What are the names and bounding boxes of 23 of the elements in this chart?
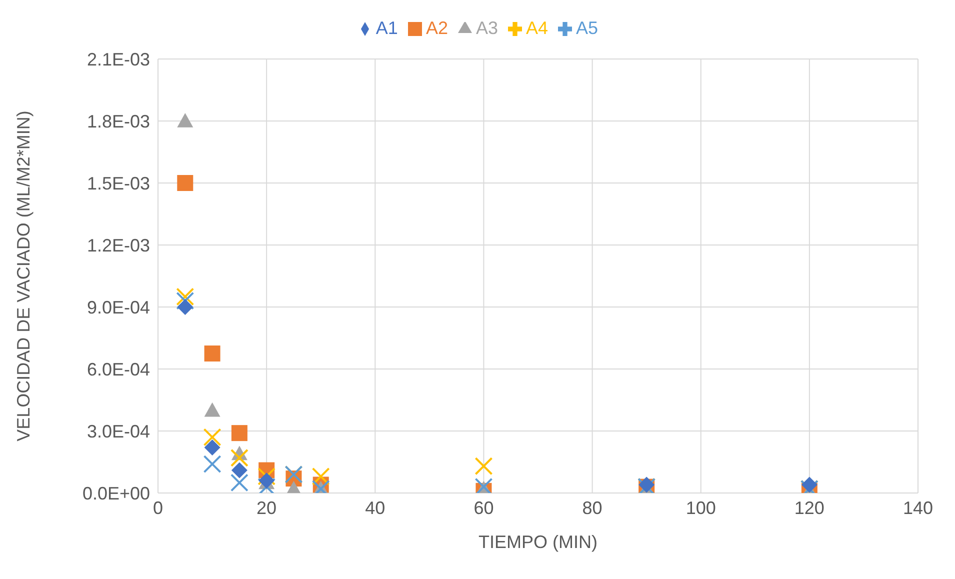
x-tick-label: 0 bbox=[152, 498, 164, 518]
y-tick-label: 1.2E-03 bbox=[86, 235, 150, 256]
x-tick-label: 20 bbox=[256, 498, 277, 518]
legend-label: A1 bbox=[376, 18, 398, 38]
x-tick-label: 80 bbox=[582, 498, 602, 518]
x-tick-label: 40 bbox=[365, 498, 386, 518]
legend-label: A2 bbox=[426, 18, 448, 38]
x-tick-label: 100 bbox=[686, 498, 716, 518]
legend-label: A4 bbox=[526, 18, 548, 38]
y-tick-label: 9.0E-04 bbox=[86, 297, 150, 318]
y-tick-label: 0.0E+00 bbox=[82, 483, 150, 504]
legend-label: A5 bbox=[576, 18, 598, 38]
y-tick-label: 6.0E-04 bbox=[86, 359, 150, 380]
x-tick-label: 120 bbox=[794, 498, 824, 518]
y-tick-label: 1.5E-03 bbox=[86, 173, 150, 194]
x-axis-title: TIEMPO (MIN) bbox=[478, 532, 598, 552]
y-tick-label: 3.0E-04 bbox=[86, 421, 150, 442]
y-tick-label: 1.8E-03 bbox=[86, 111, 150, 132]
y-tick-label: 2.1E-03 bbox=[86, 49, 150, 70]
legend-label: A3 bbox=[476, 18, 498, 38]
y-axis-title: VELOCIDAD DE VACIADO (ML/M2*MIN) bbox=[13, 110, 34, 442]
x-tick-label: 60 bbox=[474, 498, 494, 518]
x-tick-label: 140 bbox=[902, 498, 934, 518]
